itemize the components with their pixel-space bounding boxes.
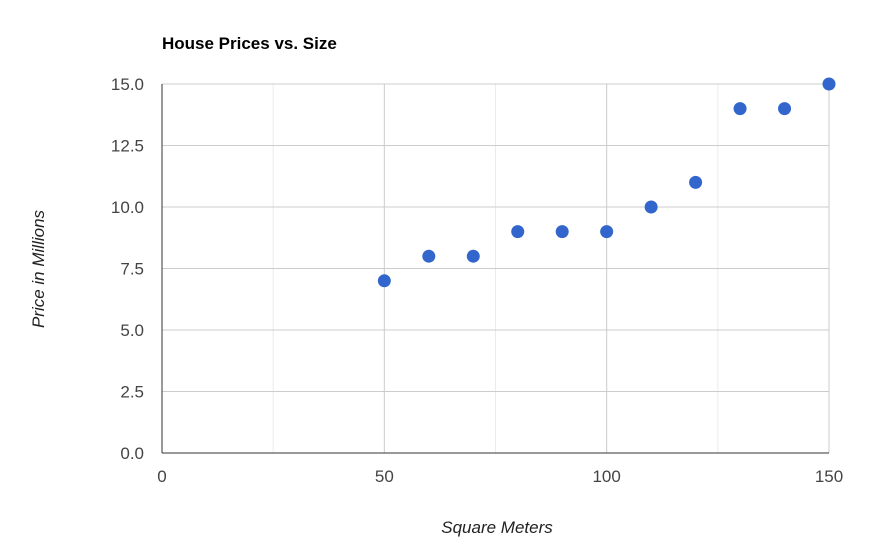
x-tick-label: 0 bbox=[157, 467, 166, 486]
data-point bbox=[555, 225, 569, 239]
y-tick-labels: 0.0 2.5 5.0 7.5 10.0 12.5 15.0 bbox=[111, 75, 144, 463]
axes bbox=[161, 84, 829, 454]
y-tick-label: 5.0 bbox=[120, 321, 144, 340]
data-point bbox=[600, 225, 614, 239]
y-tick-label: 0.0 bbox=[120, 444, 144, 463]
data-points bbox=[377, 77, 836, 288]
x-tick-label: 100 bbox=[592, 467, 620, 486]
data-point bbox=[466, 249, 480, 263]
data-point bbox=[778, 102, 792, 116]
data-point bbox=[422, 249, 436, 263]
y-tick-label: 2.5 bbox=[120, 383, 144, 402]
data-point bbox=[689, 175, 703, 189]
y-tick-label: 15.0 bbox=[111, 75, 144, 94]
y-axis-title: Price in Millions bbox=[29, 209, 48, 328]
x-tick-labels: 0 50 100 150 bbox=[157, 467, 843, 486]
x-tick-label: 150 bbox=[815, 467, 843, 486]
y-tick-label: 7.5 bbox=[120, 260, 144, 279]
y-tick-label: 10.0 bbox=[111, 198, 144, 217]
y-tick-label: 12.5 bbox=[111, 137, 144, 156]
grid-lines bbox=[162, 83, 830, 453]
chart-title: House Prices vs. Size bbox=[162, 34, 337, 53]
data-point bbox=[644, 200, 658, 214]
data-point bbox=[377, 274, 391, 288]
x-axis-title: Square Meters bbox=[441, 518, 553, 537]
data-point bbox=[733, 102, 747, 116]
x-tick-label: 50 bbox=[375, 467, 394, 486]
data-point bbox=[511, 225, 525, 239]
data-point bbox=[822, 77, 836, 91]
